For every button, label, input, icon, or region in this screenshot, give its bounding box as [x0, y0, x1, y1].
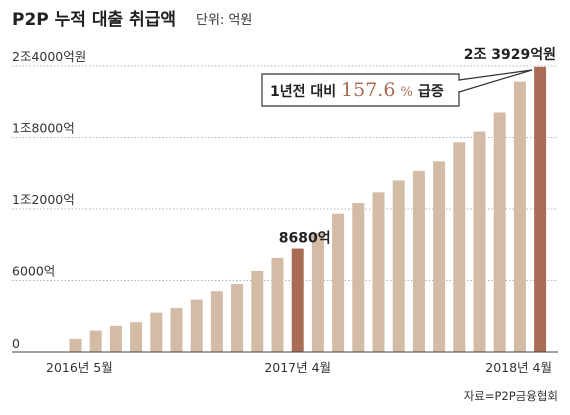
bar-2017-10 [412, 170, 425, 352]
source-note: 자료=P2P금융협회 [464, 389, 558, 403]
value-label: 8680억 [279, 231, 331, 247]
x-tick-label: 2017년 4월 [264, 360, 331, 375]
bar-2018-02 [493, 112, 506, 352]
value-labels: 8680억 2조 3929억원 [279, 47, 556, 247]
callout-suffix: 급증 [418, 84, 444, 100]
y-tick-label: 6000억 [12, 264, 55, 279]
callout-pointer [458, 69, 533, 93]
bar-2018-04 [534, 66, 547, 353]
bar-2016-06 [89, 330, 102, 352]
y-tick-label: 1조2000억 [12, 192, 75, 207]
x-tick-label: 2016년 5월 [46, 360, 113, 375]
chart-title: P2P 누적 대출 취급액 [12, 9, 176, 30]
chart-unit: 단위: 억원 [196, 13, 252, 28]
bar-2018-03 [513, 81, 526, 352]
bar-2017-12 [453, 142, 466, 352]
growth-callout: 1년전 대비 157.6 % 급증 [261, 69, 533, 107]
bar-2017-06 [332, 213, 345, 352]
grid-layer [12, 65, 558, 281]
callout-box [261, 73, 460, 107]
bar-2016-10 [170, 307, 183, 352]
y-tick-label: 1조8000억 [12, 121, 75, 136]
x-axis-labels: 2016년 5월 2017년 4월 2018년 4월 [46, 360, 552, 375]
y-tick-label: 0 [12, 336, 20, 351]
bar-2016-11 [190, 299, 203, 352]
bar-2016-12 [210, 291, 223, 352]
bar-2017-02 [251, 270, 264, 352]
x-tick-label: 2018년 4월 [485, 360, 552, 375]
bar-2017-04 [291, 248, 304, 352]
bar-2016-05 [69, 338, 82, 352]
y-tick-label: 2조4000억원 [12, 49, 86, 64]
bar-2017-01 [231, 284, 244, 352]
bar-layer [69, 66, 547, 353]
svg-text:1년전 대비 157.6 %: 1년전 대비 157.6 % 급증 [270, 79, 444, 101]
bar-2017-08 [372, 192, 385, 352]
bar-2016-07 [109, 325, 122, 352]
bar-2017-11 [433, 161, 446, 352]
bar-2017-09 [392, 180, 405, 352]
callout-value: 157.6 [341, 79, 395, 101]
bar-2016-08 [130, 322, 143, 352]
bar-2017-05 [311, 232, 324, 352]
bar-2017-03 [271, 257, 284, 352]
callout-percent: % [401, 85, 413, 100]
bar-2016-09 [150, 312, 163, 352]
bar-2017-07 [352, 203, 365, 352]
bar-2018-01 [473, 131, 486, 352]
y-axis-labels: 0 6000억 1조2000억 1조8000억 2조4000억원 [12, 49, 86, 351]
callout-prefix: 1년전 대비 [270, 83, 341, 100]
value-label: 2조 3929억원 [464, 47, 556, 63]
